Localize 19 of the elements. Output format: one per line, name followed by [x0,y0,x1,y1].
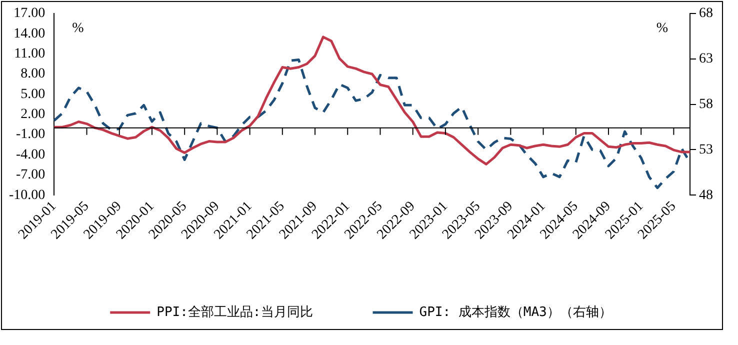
y-tick-label: -1.00 [16,127,46,142]
y-tick-label: 17.00 [14,6,46,22]
y-axis-title: % [72,21,84,36]
legend-label: GPI: 成本指数（MA3）（右轴） [419,304,612,320]
y-tick-label: 8.00 [20,66,46,82]
y2-axis-title: % [656,21,668,36]
y2-tick-label: 58 [699,96,713,112]
y-tick-label: 14.00 [14,26,46,42]
y-tick-label: -4.00 [16,147,46,162]
y-tick-label: -10.00 [8,188,46,203]
y2-tick-label: 48 [699,188,713,203]
y2-tick-label: 53 [699,142,713,158]
y2-tick-label: 68 [699,6,713,22]
y-tick-label: 2.00 [20,107,46,122]
y-tick-label: -7.00 [16,168,46,183]
y2-tick-label: 63 [699,52,713,67]
y-tick-label: 11.00 [14,46,46,62]
legend-label: PPI:全部工业品:当月同比 [156,304,313,320]
y-tick-label: 5.00 [20,86,46,102]
